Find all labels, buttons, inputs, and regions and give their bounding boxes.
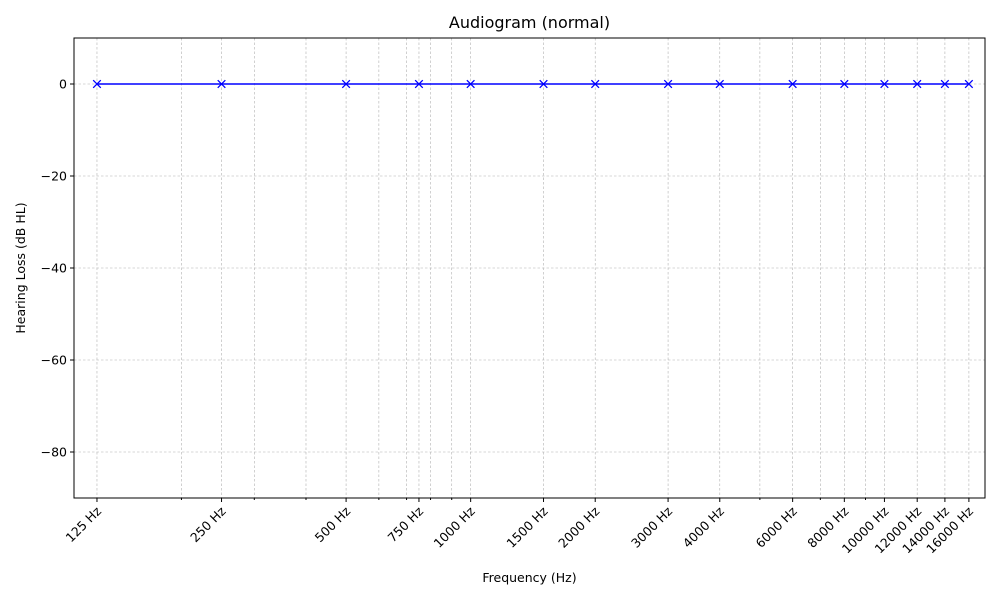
x-tick-label: 2000 Hz [555,503,603,551]
x-tick-label: 250 Hz [187,503,229,545]
data-point-marker [964,79,974,89]
data-point-marker [466,79,475,89]
data-point-marker [539,79,548,89]
data-point-marker [912,79,922,89]
series-layer [92,79,974,89]
x-tick-label: 1500 Hz [503,503,551,551]
x-tick-label: 125 Hz [63,503,105,545]
y-tick-label: −20 [41,169,67,184]
x-tick-label: 6000 Hz [753,503,801,551]
y-tick-label: −40 [41,261,67,276]
data-point-marker [663,79,673,89]
data-point-marker [840,79,849,89]
x-axis-label: Frequency (Hz) [482,570,576,585]
data-point-marker [590,79,600,89]
y-tick-label: −80 [41,445,67,460]
data-point-marker [414,79,424,89]
grid-layer [74,38,985,498]
x-tick-label: 500 Hz [312,503,354,545]
y-tick-label: 0 [59,77,67,92]
y-tick-label: −60 [41,353,67,368]
data-point-marker [940,79,950,89]
data-point-marker [217,79,226,89]
y-axis-label: Hearing Loss (dB HL) [13,202,28,333]
x-tick-label: 750 Hz [385,503,427,545]
x-tick-label: 3000 Hz [628,503,676,551]
tick-layer: 125 Hz 250 Hz 500 Hz 750 Hz 1000 Hz 1500 Hz 20… [41,77,977,557]
data-point-marker [341,79,351,89]
data-point-marker [788,79,797,89]
chart-title: Audiogram (normal) [449,13,610,32]
x-tick-label: 4000 Hz [680,503,728,551]
data-point-marker [880,79,889,89]
data-point-marker [715,79,725,89]
data-point-marker [92,79,102,89]
x-tick-label: 1000 Hz [431,503,479,551]
